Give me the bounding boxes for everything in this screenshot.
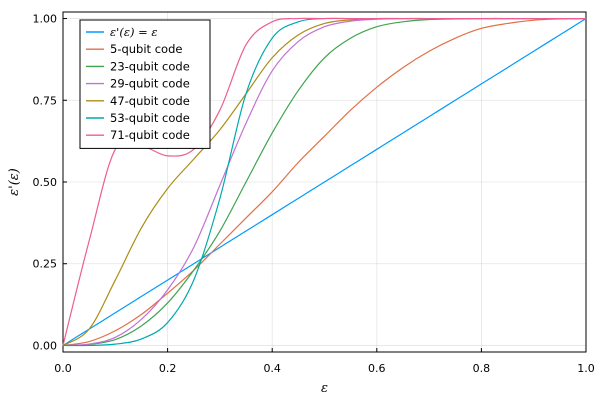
legend-label-6: 71-qubit code bbox=[110, 128, 190, 142]
x-tick-label: 0.8 bbox=[473, 362, 491, 375]
axis-ticks: 0.0 0.2 0.4 0.6 0.8 1.0 0.00 0.25 0.50 0.75 1.00 bbox=[33, 13, 595, 375]
x-tick-label: 0.6 bbox=[368, 362, 386, 375]
x-axis-label: ε bbox=[321, 381, 328, 396]
y-tick-label: 0.50 bbox=[33, 176, 58, 189]
x-tick-label: 0.2 bbox=[159, 362, 177, 375]
y-axis-label: ε'(ε) bbox=[7, 168, 22, 196]
y-tick-label: 1.00 bbox=[33, 13, 58, 26]
legend-label-3: 29-qubit code bbox=[110, 77, 190, 91]
legend-label-1: 5-qubit code bbox=[110, 42, 182, 56]
y-tick-label: 0.25 bbox=[33, 258, 58, 271]
x-tick-label: 0.4 bbox=[263, 362, 281, 375]
y-tick-label: 0.00 bbox=[33, 339, 58, 352]
legend-label-5: 53-qubit code bbox=[110, 111, 190, 125]
y-tick-label: 0.75 bbox=[33, 94, 58, 107]
legend-label-4: 47-qubit code bbox=[110, 94, 190, 108]
series-line-1 bbox=[62, 17, 587, 347]
legend-label-0: ε'(ε) = ε bbox=[110, 25, 158, 39]
x-tick-label: 1.0 bbox=[577, 362, 595, 375]
x-tick-label: 0.0 bbox=[54, 362, 72, 375]
series-lines bbox=[62, 17, 587, 347]
series-line-0 bbox=[62, 18, 587, 346]
legend: ε'(ε) = ε 5-qubit code 23-qubit code 29-qub… bbox=[79, 19, 211, 149]
legend-label-2: 23-qubit code bbox=[110, 59, 190, 73]
